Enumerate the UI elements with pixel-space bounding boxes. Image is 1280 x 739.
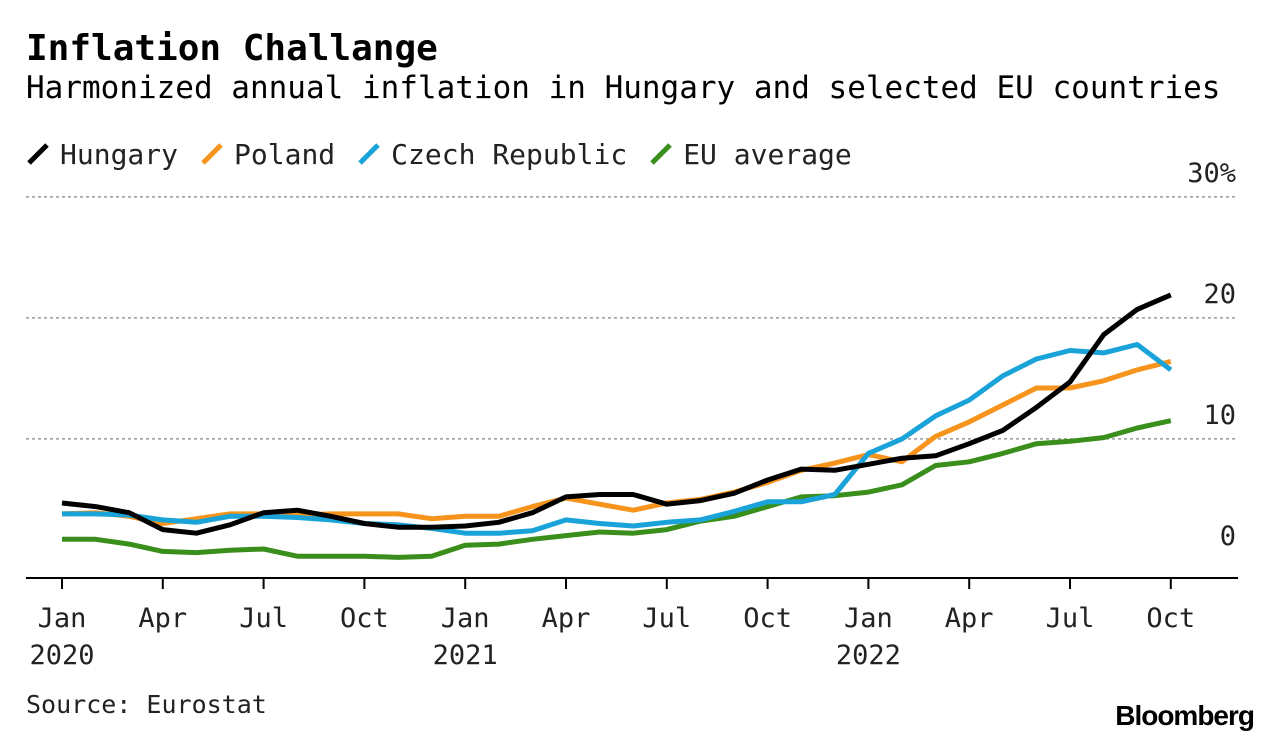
legend-label-eu-average: EU average (683, 137, 852, 171)
bloomberg-logo: Bloomberg (1115, 700, 1255, 731)
x-tick-year-label: 2022 (836, 640, 901, 671)
legend-item-eu-average: EU average (649, 138, 852, 171)
x-axis: Jan 2020 Apr Jul Oct Jan 2021 Apr Jul Oct Jan 2022 A… (26, 577, 1238, 671)
x-tick-label: Jan (441, 603, 490, 634)
legend-swatch-eu-average (650, 143, 672, 165)
series-line-eu-average (62, 418, 1172, 560)
source-note: Source: Eurostat (26, 690, 267, 719)
legend-label-hungary: Hungary (60, 137, 179, 171)
y-tick-label: 20 (1203, 279, 1236, 310)
series-lines (61, 292, 1173, 560)
y-tick-label: 0 (1220, 521, 1236, 552)
x-tick-year-label: 2021 (433, 640, 498, 671)
series-line-hungary (61, 292, 1172, 536)
legend-swatch-czech-republic (358, 143, 380, 165)
x-tick-label: Jul (1046, 603, 1095, 634)
y-axis-labels: 30% 20 10 0 (1187, 158, 1236, 552)
legend-item-hungary: Hungary (26, 138, 178, 171)
legend-item-czech-republic: Czech Republic (357, 138, 627, 171)
series-line-poland (61, 358, 1172, 526)
x-tick-label: Apr (945, 603, 994, 634)
x-tick-year-label: 2020 (29, 640, 94, 671)
legend-label-czech-republic: Czech Republic (391, 137, 628, 171)
x-tick-label: Jul (239, 603, 288, 634)
legend: Hungary Poland Czech Republic EU average (26, 134, 874, 174)
legend-label-poland: Poland (234, 137, 336, 171)
y-tick-label: 10 (1203, 400, 1236, 431)
legend-item-poland: Poland (200, 138, 335, 171)
legend-swatch-line (650, 143, 672, 165)
legend-swatch-poland (201, 143, 223, 165)
legend-swatch-line (358, 143, 380, 165)
x-tick-label: Apr (138, 603, 187, 634)
chart-title: Inflation Challange (26, 28, 438, 69)
x-tick-label: Jan (38, 603, 87, 634)
legend-swatch-hungary (27, 143, 49, 165)
legend-swatch-line (201, 143, 223, 165)
gridlines (26, 196, 1238, 440)
x-tick-label: Oct (743, 603, 792, 634)
x-tick-label: Oct (340, 603, 389, 634)
y-tick-label: 30% (1187, 158, 1236, 189)
legend-swatch-line (27, 143, 49, 165)
chart-subtitle: Harmonized annual inflation in Hungary a… (26, 70, 1221, 106)
x-tick-label: Apr (542, 603, 591, 634)
x-tick-label: Jan (844, 603, 893, 634)
x-tick-label: Jul (642, 603, 691, 634)
x-tick-label: Oct (1146, 603, 1195, 634)
